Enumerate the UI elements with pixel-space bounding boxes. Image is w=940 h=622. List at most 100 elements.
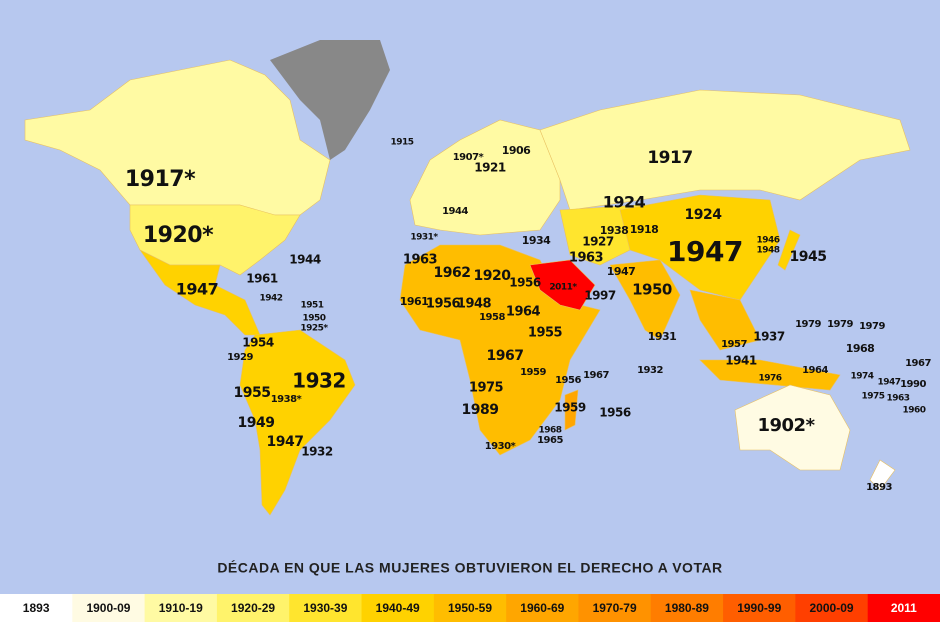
continents bbox=[24, 40, 911, 516]
year-label: 1941 bbox=[725, 354, 757, 368]
year-label: 1979 bbox=[827, 319, 853, 330]
legend-swatch bbox=[506, 594, 579, 622]
year-label: 1931* bbox=[410, 233, 438, 243]
year-label: 1924 bbox=[603, 193, 646, 212]
year-label: 2011* bbox=[549, 283, 577, 293]
year-labels: 1917* 1920* 1944 1961 1947 1915 1907* 1906 1921 1… bbox=[125, 138, 932, 494]
china bbox=[619, 194, 781, 301]
canada bbox=[24, 59, 331, 216]
year-label: 1965 bbox=[537, 435, 563, 446]
year-label: 1950 bbox=[302, 314, 325, 324]
year-label: 1925* bbox=[300, 324, 328, 334]
year-label: 1976 bbox=[758, 374, 781, 384]
year-label: 1961 bbox=[400, 295, 429, 308]
year-label: 1932 bbox=[637, 365, 663, 376]
legend-label: 1980-89 bbox=[665, 601, 709, 615]
year-label: 1954 bbox=[242, 336, 274, 350]
year-label: 1964 bbox=[802, 365, 828, 376]
year-label: 1959 bbox=[520, 367, 546, 378]
year-label: 1938 bbox=[600, 224, 629, 237]
year-label: 1967 bbox=[583, 370, 609, 381]
year-label: 1959 bbox=[554, 401, 586, 415]
legend-swatch bbox=[578, 594, 652, 622]
year-label: 1990 bbox=[900, 379, 926, 390]
year-label: 1906 bbox=[502, 144, 531, 157]
legend-swatch bbox=[723, 594, 796, 622]
year-label: 1967 bbox=[487, 348, 524, 364]
year-label: 1921 bbox=[474, 161, 506, 175]
year-label: 1956 bbox=[599, 406, 631, 420]
legend-label: 1893 bbox=[23, 601, 50, 615]
year-label: 1989 bbox=[462, 402, 499, 418]
year-label: 1934 bbox=[522, 234, 551, 247]
legend-swatch bbox=[650, 594, 724, 622]
year-label: 1947 bbox=[877, 378, 900, 388]
india bbox=[609, 259, 681, 341]
legend-label: 1910-19 bbox=[159, 601, 203, 615]
indonesia bbox=[699, 359, 841, 391]
year-label: 1946 bbox=[756, 236, 779, 246]
year-label: 1931 bbox=[648, 330, 677, 343]
year-label: 1920 bbox=[474, 268, 512, 284]
year-label: 1927 bbox=[582, 235, 614, 249]
legend-label: 1950-59 bbox=[448, 601, 492, 615]
year-label: 1960 bbox=[902, 406, 925, 416]
year-label: 1956 bbox=[555, 375, 581, 386]
year-label: 1917* bbox=[125, 167, 196, 192]
legend-label: 1990-99 bbox=[737, 601, 781, 615]
year-label: 1955 bbox=[528, 326, 563, 341]
year-label: 1947 bbox=[667, 235, 743, 268]
year-label: 1955 bbox=[234, 385, 271, 401]
year-label: 1924 bbox=[685, 207, 723, 223]
usa bbox=[129, 204, 301, 276]
legend-label: 1960-69 bbox=[520, 601, 564, 615]
year-label: 1893 bbox=[866, 482, 892, 493]
legend-swatch bbox=[144, 594, 218, 622]
year-label: 1918 bbox=[630, 223, 659, 236]
legend-swatch bbox=[433, 594, 507, 622]
year-label: 1942 bbox=[259, 294, 282, 304]
legend-label: 2000-09 bbox=[810, 601, 854, 615]
central-asia bbox=[559, 204, 641, 266]
legend-swatch bbox=[289, 594, 363, 622]
year-label: 1947 bbox=[607, 265, 636, 278]
southeast-asia bbox=[689, 289, 761, 351]
year-label: 1920* bbox=[143, 223, 214, 248]
greenland bbox=[270, 40, 390, 160]
year-label: 1932 bbox=[292, 369, 346, 393]
year-label: 1944 bbox=[442, 206, 468, 217]
year-label: 1956 bbox=[509, 276, 541, 290]
year-label: 1938* bbox=[271, 394, 303, 405]
year-label: 1957 bbox=[721, 339, 747, 350]
year-label: 1979 bbox=[795, 319, 821, 330]
year-label: 1951 bbox=[300, 301, 323, 311]
year-label: 1947 bbox=[176, 280, 219, 299]
year-label: 1949 bbox=[238, 415, 275, 431]
legend-label: 1970-79 bbox=[593, 601, 637, 615]
legend-swatch bbox=[361, 594, 435, 622]
south-america bbox=[239, 329, 356, 516]
year-label: 1944 bbox=[289, 253, 321, 267]
legend-swatch bbox=[867, 594, 940, 622]
year-label: 1947 bbox=[267, 434, 304, 450]
arabia bbox=[529, 259, 596, 311]
year-label: 1967 bbox=[905, 358, 931, 369]
year-label: 1950 bbox=[632, 281, 672, 299]
legend-label: 1930-39 bbox=[303, 601, 347, 615]
year-label: 1962 bbox=[434, 265, 471, 281]
year-label: 1961 bbox=[246, 272, 278, 286]
year-label: 1968 bbox=[538, 426, 561, 436]
year-label: 1963 bbox=[569, 251, 604, 266]
year-label: 1917 bbox=[647, 148, 692, 168]
legend-swatch bbox=[216, 594, 290, 622]
map-title: DÉCADA EN QUE LAS MUJERES OBTUVIERON EL … bbox=[217, 560, 722, 576]
legend-swatch bbox=[795, 594, 869, 622]
year-label: 1997 bbox=[584, 289, 616, 303]
legend-label: 2011 bbox=[891, 601, 917, 615]
year-label: 1956 bbox=[426, 297, 461, 312]
australia bbox=[734, 384, 851, 471]
year-label: 1963 bbox=[403, 253, 438, 268]
year-label: 1974 bbox=[850, 372, 873, 382]
year-label: 1907* bbox=[453, 152, 485, 163]
